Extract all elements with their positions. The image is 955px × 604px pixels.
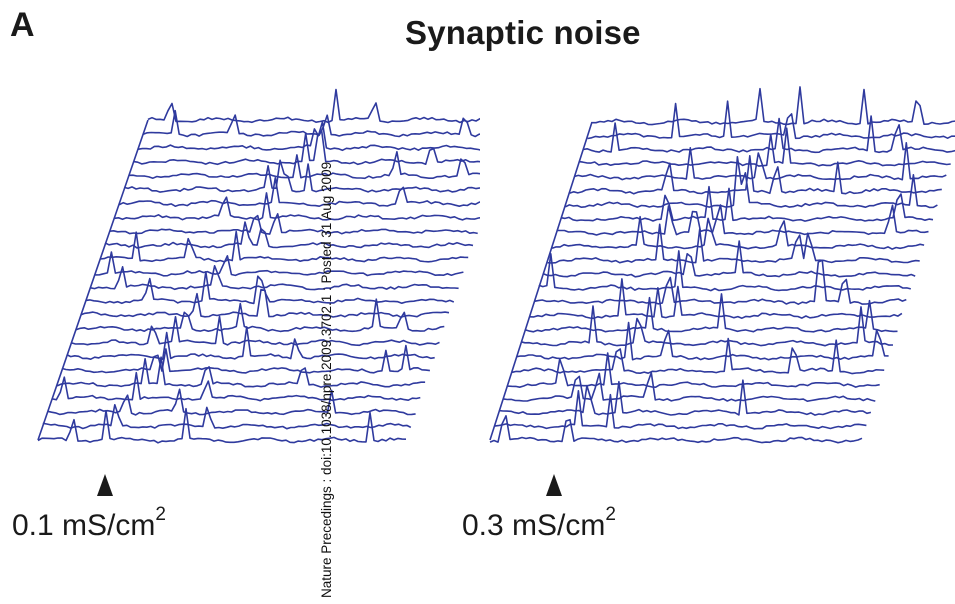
voltage-trace xyxy=(569,155,942,195)
voltage-trace xyxy=(587,100,955,140)
voltage-trace xyxy=(56,356,426,388)
voltage-trace xyxy=(578,127,951,167)
voltage-trace xyxy=(61,344,430,374)
voltage-trace xyxy=(52,371,421,402)
voltage-trace xyxy=(592,86,955,126)
voltage-trace xyxy=(100,230,469,263)
voltage-trace xyxy=(47,388,416,416)
voltage-trace xyxy=(76,298,445,333)
voltage-trace xyxy=(556,204,929,236)
voltage-trace xyxy=(565,156,938,209)
voltage-trace xyxy=(90,265,459,291)
voltage-trace xyxy=(95,251,464,277)
stack-edge xyxy=(37,119,149,441)
voltage-trace xyxy=(503,371,876,402)
voltage-trace xyxy=(42,404,412,430)
voltage-trace xyxy=(520,305,894,347)
conductance-label-left: 0.1 mS/cm2 xyxy=(12,504,166,543)
voltage-trace xyxy=(128,151,480,180)
voltage-trace xyxy=(494,390,867,430)
voltage-trace xyxy=(114,192,480,221)
voltage-trace xyxy=(547,223,920,264)
conductance-exponent: 2 xyxy=(155,504,166,525)
voltage-trace xyxy=(498,379,872,416)
voltage-trace xyxy=(512,337,885,375)
voltage-trace xyxy=(123,159,480,193)
stack-edge xyxy=(489,121,593,441)
voltage-trace xyxy=(582,115,955,154)
voltage-trace xyxy=(147,88,480,124)
voltage-trace xyxy=(538,250,911,292)
voltage-trace xyxy=(507,352,880,388)
raster-plot-high-noise xyxy=(489,86,955,444)
panel-letter: A xyxy=(10,6,35,44)
voltage-trace xyxy=(534,259,907,305)
arrow-up-icon xyxy=(546,474,562,496)
conductance-exponent: 2 xyxy=(605,504,616,525)
voltage-trace xyxy=(118,177,480,207)
voltage-trace xyxy=(489,415,863,444)
voltage-trace xyxy=(71,315,440,347)
voltage-trace xyxy=(66,326,435,360)
conductance-value: 0.3 mS/cm xyxy=(462,509,606,542)
voltage-trace xyxy=(37,407,407,444)
voltage-trace xyxy=(138,121,480,152)
conductance-value: 0.1 mS/cm xyxy=(12,509,156,542)
voltage-trace xyxy=(574,142,947,181)
voltage-trace xyxy=(109,213,478,235)
voltage-trace xyxy=(104,221,474,249)
figure-title: Synaptic noise xyxy=(405,14,641,51)
voltage-trace xyxy=(551,215,925,250)
voltage-trace xyxy=(560,185,934,222)
voltage-trace xyxy=(142,109,480,138)
voltage-trace xyxy=(516,321,889,361)
voltage-trace xyxy=(85,271,455,305)
conductance-label-right: 0.3 mS/cm2 xyxy=(462,504,616,543)
raster-plot-low-noise xyxy=(37,88,480,444)
arrow-up-icon xyxy=(97,474,113,496)
voltage-trace xyxy=(529,278,903,320)
voltage-trace xyxy=(525,293,898,333)
watermark: Nature Precedings : doi:10.1038/npre.200… xyxy=(319,161,334,598)
voltage-trace xyxy=(542,240,916,278)
